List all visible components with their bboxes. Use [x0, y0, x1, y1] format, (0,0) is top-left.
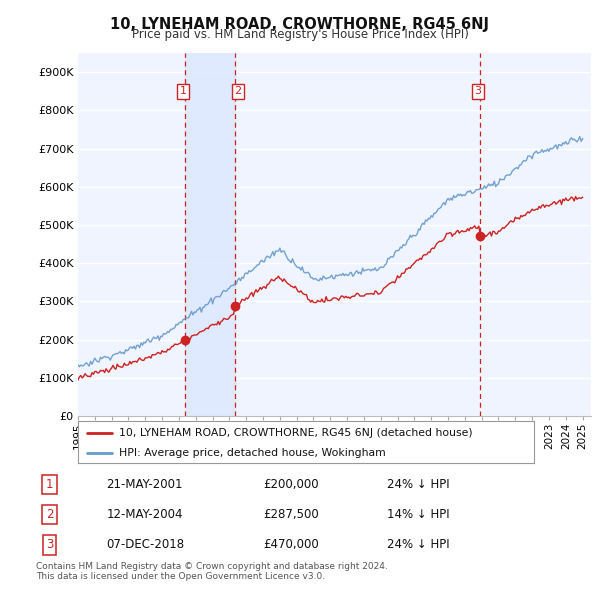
- Text: 2: 2: [46, 508, 53, 521]
- Text: £200,000: £200,000: [263, 478, 319, 491]
- Text: HPI: Average price, detached house, Wokingham: HPI: Average price, detached house, Woki…: [119, 448, 386, 457]
- Text: 21-MAY-2001: 21-MAY-2001: [106, 478, 182, 491]
- Text: £470,000: £470,000: [263, 538, 319, 551]
- Text: 07-DEC-2018: 07-DEC-2018: [106, 538, 184, 551]
- Text: 3: 3: [46, 538, 53, 551]
- Text: Contains HM Land Registry data © Crown copyright and database right 2024.: Contains HM Land Registry data © Crown c…: [36, 562, 388, 571]
- Text: 2: 2: [235, 86, 242, 96]
- Text: £287,500: £287,500: [263, 508, 319, 521]
- Text: This data is licensed under the Open Government Licence v3.0.: This data is licensed under the Open Gov…: [36, 572, 325, 581]
- Text: 10, LYNEHAM ROAD, CROWTHORNE, RG45 6NJ: 10, LYNEHAM ROAD, CROWTHORNE, RG45 6NJ: [110, 17, 490, 31]
- Text: 24% ↓ HPI: 24% ↓ HPI: [387, 478, 449, 491]
- Text: 24% ↓ HPI: 24% ↓ HPI: [387, 538, 449, 551]
- Text: 14% ↓ HPI: 14% ↓ HPI: [387, 508, 449, 521]
- Text: 3: 3: [475, 86, 481, 96]
- Text: 1: 1: [179, 86, 187, 96]
- Text: 1: 1: [46, 478, 53, 491]
- Text: 12-MAY-2004: 12-MAY-2004: [106, 508, 182, 521]
- Text: 10, LYNEHAM ROAD, CROWTHORNE, RG45 6NJ (detached house): 10, LYNEHAM ROAD, CROWTHORNE, RG45 6NJ (…: [119, 428, 473, 438]
- Bar: [185, 53, 235, 416]
- Text: Price paid vs. HM Land Registry's House Price Index (HPI): Price paid vs. HM Land Registry's House …: [131, 28, 469, 41]
